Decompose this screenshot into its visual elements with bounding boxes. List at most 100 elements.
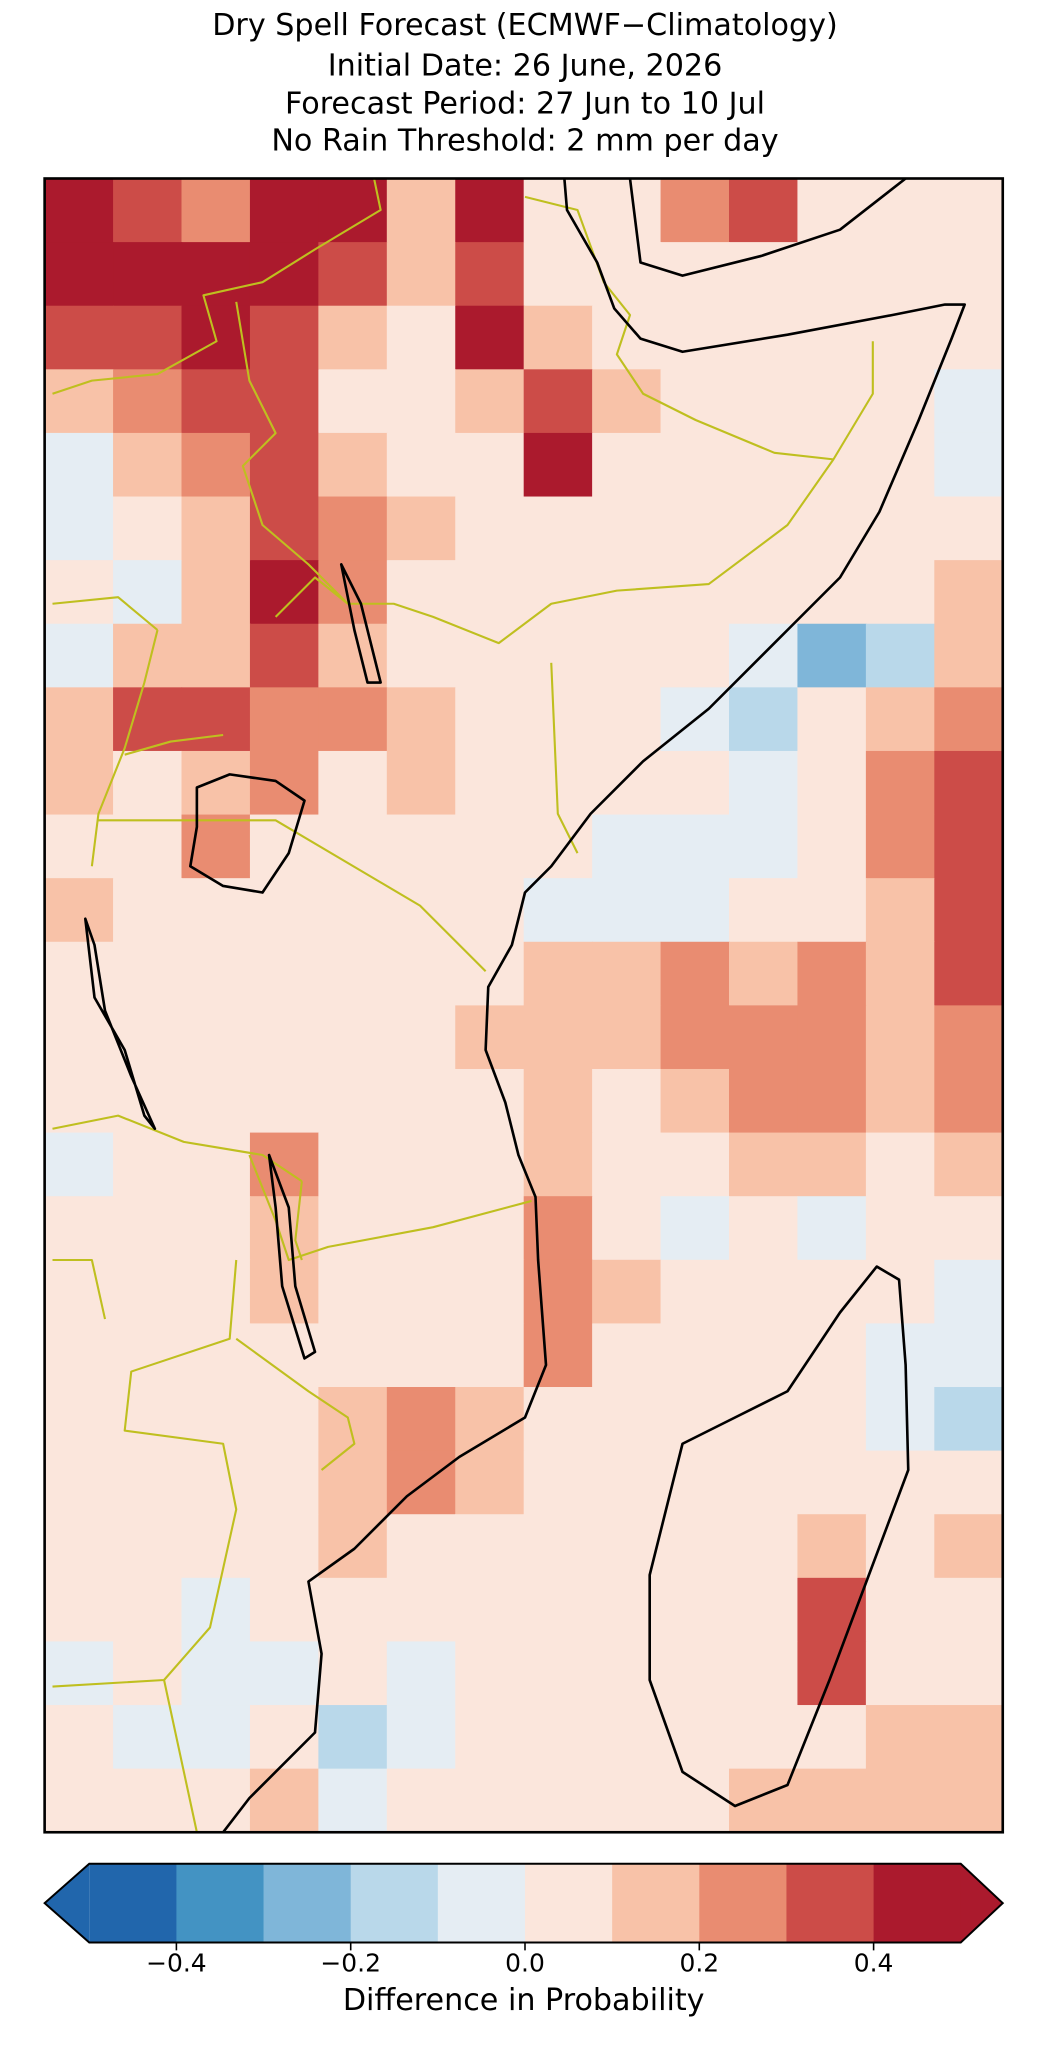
grid-cell [660, 1450, 730, 1515]
grid-cell [797, 878, 867, 943]
map-field [44, 178, 1003, 1833]
grid-cell [660, 623, 730, 689]
grid-cell [592, 1705, 662, 1770]
grid-cell [181, 1323, 251, 1388]
grid-cell [455, 814, 525, 879]
grid-cell [113, 1450, 183, 1515]
grid-cell [523, 496, 593, 561]
grid-cell [865, 1132, 935, 1197]
grid-cell [592, 560, 662, 625]
grid-cell [592, 1259, 662, 1325]
grid-cell [455, 1259, 525, 1325]
grid-cell [386, 305, 456, 370]
colorbar-bin [89, 1863, 177, 1943]
grid-cell [113, 750, 183, 816]
grid-cell [181, 1577, 251, 1643]
grid-cell [934, 1196, 1003, 1261]
grid-cell [729, 1768, 799, 1833]
grid-cell [249, 878, 320, 943]
grid-cell [934, 369, 1003, 434]
grid-cell [44, 1641, 114, 1706]
grid-cell [797, 305, 867, 370]
country-borders [52, 178, 874, 1833]
grid-cell [455, 1577, 525, 1643]
grid-cell [113, 1514, 183, 1579]
grid-cell [249, 1577, 320, 1643]
grid-cell [934, 1068, 1003, 1134]
grid-cell [386, 496, 456, 561]
grid-cell [249, 1068, 320, 1134]
grid-cell [660, 496, 730, 561]
grid-cell [523, 1577, 593, 1643]
grid-cell [44, 1450, 114, 1515]
grid-cell [318, 750, 388, 816]
grid-cell [660, 432, 730, 498]
grid-cell [113, 814, 183, 879]
grid-cell [386, 1387, 456, 1452]
grid-cell [934, 1641, 1003, 1706]
grid-cell [249, 1705, 320, 1770]
grid-cell [44, 560, 114, 625]
grid-cell [44, 878, 114, 943]
grid-cell [386, 1768, 456, 1833]
grid-cell [455, 1323, 525, 1388]
grid-cell [181, 1514, 251, 1579]
grid-cell [729, 1577, 799, 1643]
colorbar-extend-min [44, 1863, 90, 1943]
madagascar [648, 1265, 910, 1808]
grid-cell [455, 560, 525, 625]
grid-cell [660, 814, 730, 879]
grid-cell [592, 1068, 662, 1134]
colorbar-bin [263, 1863, 352, 1943]
grid-cell [44, 1259, 114, 1325]
grid-cell [113, 1196, 183, 1261]
grid-cell [797, 242, 867, 307]
grid-cell [44, 1323, 114, 1388]
grid-cell [249, 1132, 320, 1197]
grid-cell [386, 623, 456, 689]
grid-cell [181, 496, 251, 561]
grid-cell [318, 496, 388, 561]
grid-cell [592, 814, 662, 879]
grid-cell [592, 242, 662, 307]
grid-cell [523, 305, 593, 370]
grid-cell [44, 1577, 114, 1643]
grid-cell [729, 242, 799, 307]
grid-cell [44, 1705, 114, 1770]
grid-cell [523, 1196, 593, 1261]
lake-victoria [189, 773, 306, 894]
grid-cell [249, 178, 320, 243]
grid-cell [181, 814, 251, 879]
grid-cell [934, 432, 1003, 498]
grid-cell [865, 1514, 935, 1579]
grid-cell [113, 242, 183, 307]
title-line: Initial Date: 26 June, 2026 [328, 48, 723, 83]
grid-cell [44, 623, 114, 689]
grid-cell [592, 1323, 662, 1388]
grid-cell [44, 1132, 114, 1197]
grid-cell [934, 1514, 1003, 1579]
grid-cell [660, 1196, 730, 1261]
grid-cell [729, 369, 799, 434]
grid-cell [865, 750, 935, 816]
grid-cell [318, 1705, 388, 1770]
grid-cell [113, 1068, 183, 1134]
colorbar-tick-label: 0.2 [679, 1948, 719, 1977]
colorbar-bin [525, 1863, 613, 1943]
grid-cell [455, 369, 525, 434]
grid-cell [249, 623, 320, 689]
grid-cell [386, 369, 456, 434]
grid-cell [660, 1387, 730, 1452]
grid-cell [318, 1132, 388, 1197]
grid-cell [386, 432, 456, 498]
grid-cell [523, 623, 593, 689]
grid-cell [865, 178, 935, 243]
grid-cell [865, 1768, 935, 1833]
grid-cell [44, 1768, 114, 1833]
grid-cell [729, 687, 799, 752]
grid-cell [660, 1705, 730, 1770]
grid-cell [729, 1323, 799, 1388]
grid-cell [523, 369, 593, 434]
